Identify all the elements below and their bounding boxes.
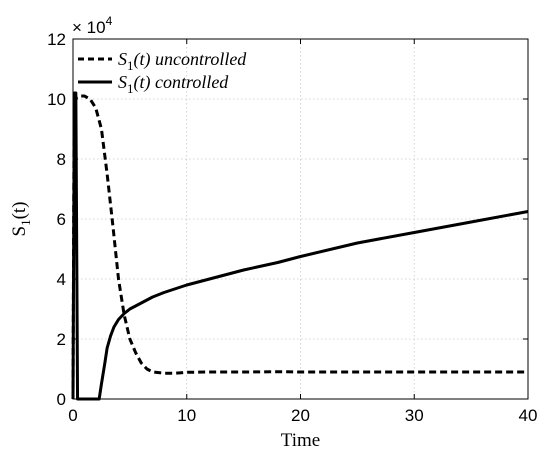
grid [73, 39, 528, 399]
y-multiplier-base: × 10 [72, 18, 106, 37]
y-tick-label-3: 6 [57, 210, 66, 229]
x-tick-label-3: 30 [405, 406, 424, 425]
ticks [72, 38, 529, 400]
y-tick-label-2: 4 [57, 270, 66, 289]
series-line-controlled [71, 91, 529, 401]
y-axis-label-sub: 1 [18, 219, 33, 226]
x-tick-label-0: 0 [68, 406, 77, 425]
legend: S1(t) uncontrolled S1(t) controlled [78, 49, 247, 96]
x-tick-label-1: 10 [177, 406, 196, 425]
y-axis-label-main: S [9, 226, 30, 237]
y-multiplier-exponent: 4 [106, 14, 113, 28]
y-axis-multiplier: × 104 [72, 14, 113, 37]
y-tick-label-6: 12 [47, 30, 66, 49]
y-tick-label-4: 8 [57, 150, 66, 169]
y-axis-label-tail: (t) [9, 201, 30, 219]
legend-label-uncontrolled: S1(t) uncontrolled [118, 49, 247, 73]
legend-label-controlled: S1(t) controlled [118, 72, 229, 96]
series-layer [71, 91, 529, 401]
y-tick-label-0: 0 [57, 390, 66, 409]
x-tick-label-2: 20 [291, 406, 310, 425]
series-line-uncontrolled [71, 94, 528, 400]
y-tick-label-5: 10 [47, 90, 66, 109]
x-axis-label: Time [281, 430, 320, 451]
tick-labels: 0 10 20 30 40 0 2 4 6 8 10 12 [47, 30, 537, 425]
y-axis-label: S1(t) [9, 201, 33, 236]
x-tick-label-4: 40 [519, 406, 538, 425]
y-tick-label-1: 2 [57, 330, 66, 349]
